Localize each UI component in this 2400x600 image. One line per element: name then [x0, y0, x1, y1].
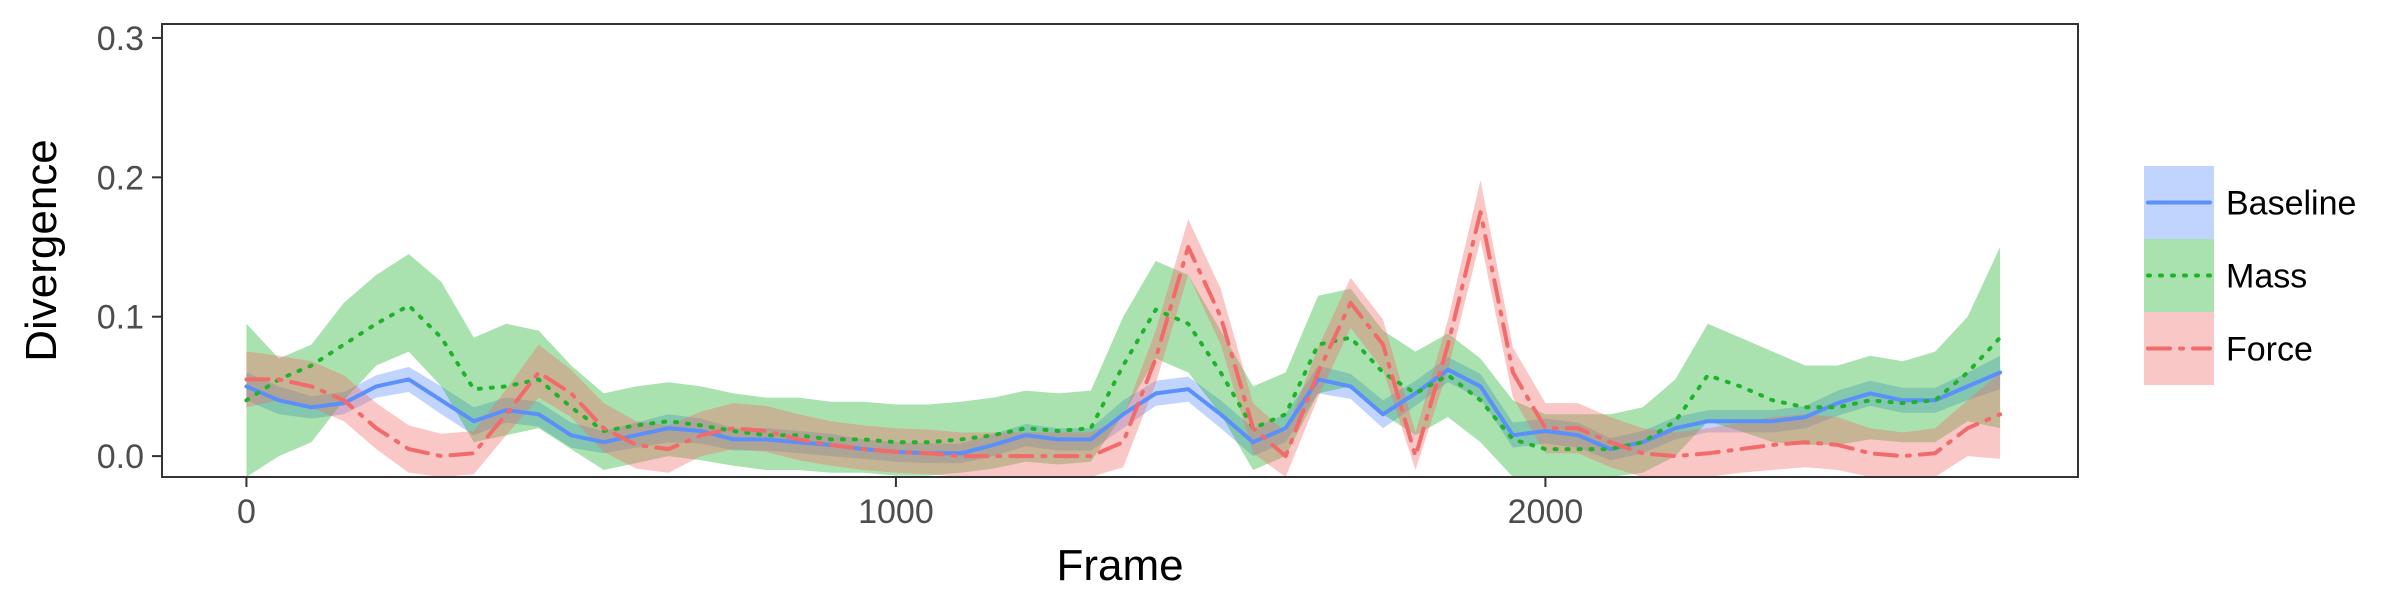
y-tick-label: 0.3 — [97, 20, 144, 58]
legend-key-mass — [2144, 239, 2214, 312]
y-tick-label: 0.0 — [97, 438, 144, 476]
legend-label-baseline: Baseline — [2226, 185, 2356, 223]
x-axis-title: Frame — [1056, 541, 1183, 590]
band-force — [246, 180, 2001, 477]
plot-panel-border — [161, 23, 2079, 478]
legend: Baseline Mass Force — [2144, 166, 2356, 385]
y-tick-label: 0.1 — [97, 299, 144, 337]
legend-label-force: Force — [2226, 331, 2313, 369]
y-tick-label: 0.2 — [97, 159, 144, 197]
y-axis-ticks: 0.0 0.1 0.2 0.3 — [97, 20, 162, 476]
line-mass — [244, 303, 2003, 452]
line-force — [244, 210, 2003, 459]
confidence-bands — [246, 180, 2001, 477]
y-axis-title: Divergence — [17, 139, 66, 362]
legend-label-mass: Mass — [2226, 258, 2307, 296]
x-tick-label: 0 — [237, 493, 256, 531]
band-baseline — [246, 355, 2001, 464]
line-baseline — [244, 367, 2003, 456]
series-lines — [244, 210, 2003, 459]
x-axis-ticks: 0 1000 2000 — [237, 477, 1583, 531]
x-tick-label: 2000 — [1508, 493, 1584, 531]
x-tick-label: 1000 — [858, 493, 934, 531]
